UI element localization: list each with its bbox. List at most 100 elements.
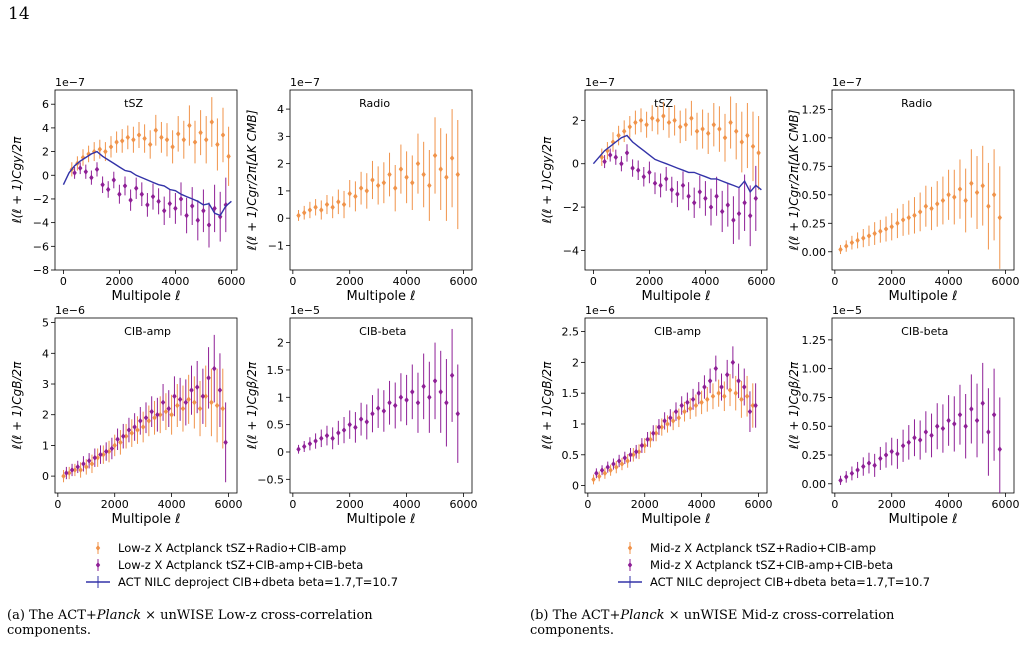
- data-point: [608, 152, 613, 159]
- data-point: [630, 165, 635, 172]
- data-point: [387, 399, 392, 406]
- legend-key-marker: [95, 562, 101, 568]
- data-point: [639, 442, 645, 449]
- data-point: [427, 182, 432, 189]
- data-point: [952, 420, 957, 427]
- data-point: [940, 425, 946, 432]
- data-point: [616, 457, 622, 464]
- data-point: [140, 423, 146, 430]
- x-tick-label: 4000: [393, 498, 421, 511]
- legend-label: Mid-z X Actplanck tSZ+Radio+CIB-amp: [650, 541, 876, 555]
- data-point: [974, 189, 980, 196]
- data-point: [72, 466, 78, 473]
- axis-offset-label: 1e−7: [290, 76, 320, 89]
- data-point: [696, 390, 701, 397]
- y-tick-label: 1.5: [267, 364, 285, 377]
- y-tick-label: −8: [33, 264, 49, 277]
- chart-2: 1e−7 0 2000 4000 6000 −1 0 1 2 3 4 Multipole ℓ ℓ(ℓ +…: [245, 76, 477, 304]
- y-tick-label: 0.50: [802, 189, 827, 202]
- data-point: [181, 136, 186, 143]
- data-point: [421, 171, 426, 178]
- data-point: [722, 393, 727, 400]
- data-point: [444, 399, 449, 406]
- data-point: [923, 428, 929, 435]
- x-tick-label: 6000: [744, 498, 772, 511]
- data-point: [647, 169, 652, 176]
- data-point: [75, 463, 80, 470]
- data-point: [160, 399, 166, 406]
- data-point: [86, 457, 92, 464]
- data-point: [190, 203, 195, 210]
- data-point: [186, 396, 191, 403]
- data-point: [997, 214, 1002, 221]
- data-point: [198, 129, 203, 136]
- data-point: [669, 186, 674, 193]
- data-point: [212, 365, 217, 372]
- panel-title: CIB-beta: [359, 325, 406, 338]
- data-point: [94, 166, 100, 173]
- data-point: [838, 246, 843, 253]
- x-tick-label: 6000: [991, 275, 1019, 288]
- data-point: [750, 402, 755, 409]
- data-point: [883, 225, 889, 232]
- data-point: [158, 411, 163, 418]
- y-axis-label: ℓ(ℓ + 1)Cgy/2π: [540, 136, 554, 224]
- data-point: [747, 408, 753, 415]
- y-axis-label: ℓ(ℓ + 1)Cgy/2π: [10, 136, 24, 224]
- data-point: [122, 182, 128, 189]
- chart-3: 1e−6 0 2000 4000 6000 0 1 2 3 4 5 Multipole ℓ ℓ(ℓ + …: [10, 304, 242, 527]
- x-tick-label: 6000: [217, 275, 245, 288]
- data-point: [675, 191, 680, 198]
- data-point: [693, 402, 699, 409]
- data-point: [602, 470, 608, 477]
- x-tick-label: 0: [831, 498, 838, 511]
- y-tick-label: −2: [563, 201, 579, 214]
- data-point: [753, 402, 758, 409]
- data-point: [163, 408, 169, 415]
- data-point: [670, 417, 676, 424]
- y-tick-label: 0.5: [267, 419, 285, 432]
- y-tick-label: −6: [33, 240, 49, 253]
- y-tick-label: 3: [277, 130, 284, 143]
- data-point: [900, 216, 906, 223]
- data-point: [889, 448, 894, 455]
- x-tick-label: 2000: [101, 498, 129, 511]
- data-point: [296, 446, 301, 453]
- data-point: [192, 139, 198, 146]
- data-point: [625, 457, 630, 464]
- data-point: [636, 448, 642, 455]
- axis-offset-label: 1e−6: [55, 304, 85, 317]
- data-point: [861, 463, 866, 470]
- data-point: [878, 455, 883, 462]
- data-point: [217, 387, 223, 394]
- data-point: [974, 417, 980, 424]
- data-point: [844, 473, 849, 480]
- data-point: [697, 188, 702, 195]
- y-tick-label: 2: [42, 409, 49, 422]
- x-tick-label: 0: [289, 498, 296, 511]
- data-point: [67, 470, 72, 477]
- data-point: [319, 435, 324, 442]
- data-point: [142, 135, 147, 142]
- y-tick-label: 6: [42, 98, 49, 111]
- data-point: [900, 442, 906, 449]
- axes-frame: [584, 89, 768, 271]
- data-point: [997, 446, 1002, 453]
- x-axis-label: Multipole ℓ: [641, 512, 710, 527]
- data-point: [866, 460, 872, 467]
- y-tick-label: 0.5: [562, 449, 580, 462]
- data-point: [129, 430, 134, 437]
- data-point: [449, 155, 455, 162]
- data-point: [336, 429, 341, 436]
- data-point: [214, 402, 220, 409]
- data-point: [678, 123, 683, 130]
- x-axis-label: Multipole ℓ: [111, 289, 180, 304]
- x-tick-label: 2000: [336, 275, 364, 288]
- legend-label: Low-z X Actplanck tSZ+Radio+CIB-amp: [118, 541, 346, 555]
- data-point: [432, 377, 438, 384]
- y-tick-label: −2: [33, 193, 49, 206]
- data-point: [906, 214, 911, 221]
- data-point: [991, 191, 997, 198]
- data-point: [661, 113, 666, 120]
- axes-frame: [289, 317, 473, 494]
